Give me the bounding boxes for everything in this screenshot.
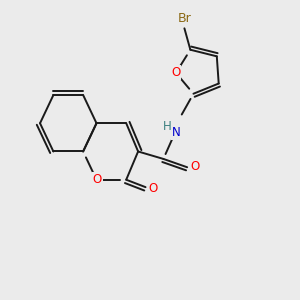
- Text: N: N: [172, 126, 181, 139]
- Text: O: O: [190, 160, 199, 173]
- Text: Br: Br: [178, 12, 191, 25]
- Text: H: H: [163, 120, 171, 133]
- Text: O: O: [171, 66, 181, 80]
- Text: O: O: [148, 182, 158, 195]
- Text: O: O: [92, 173, 102, 186]
